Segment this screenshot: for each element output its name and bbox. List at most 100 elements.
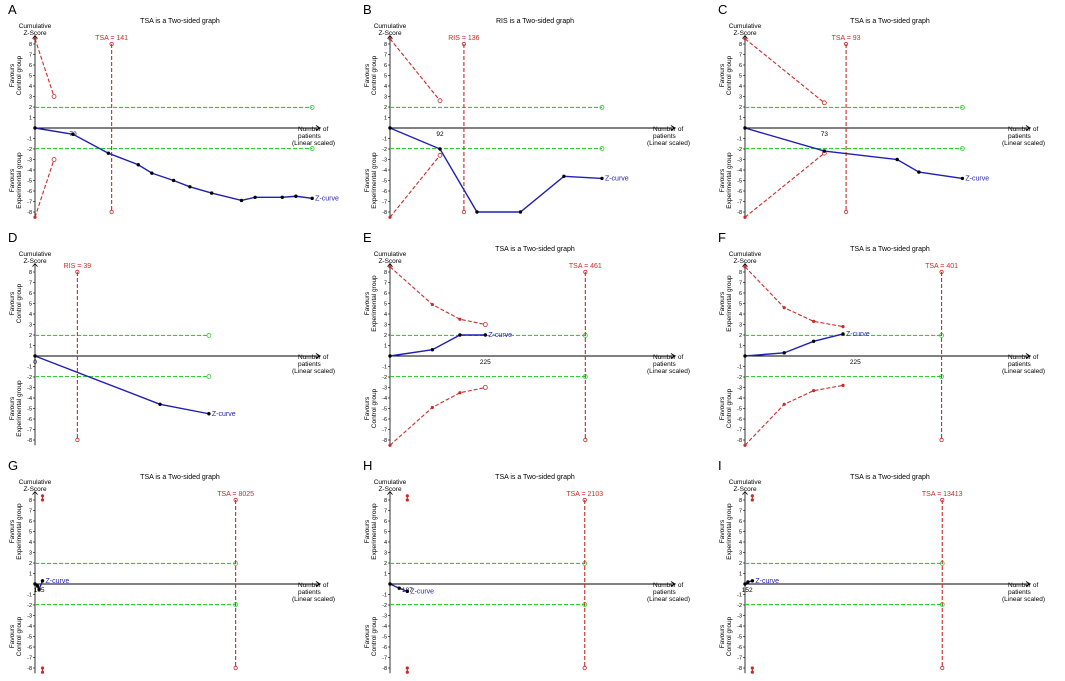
y-tick-label: -1	[382, 137, 387, 143]
x-axis-title: patients	[653, 133, 677, 140]
y-tick-label: -8	[737, 210, 742, 216]
boundary-label: TSA = 141	[95, 35, 128, 42]
z-curve-label: Z-curve	[315, 195, 339, 202]
y-tick-label: 7	[739, 509, 742, 515]
boundary-marker	[843, 41, 849, 47]
chart-title: TSA is a Two-sided graph	[495, 246, 575, 253]
y-tick-label: -8	[382, 210, 387, 216]
y-tick-label: -1	[737, 593, 742, 599]
x-tick-label: 225	[850, 359, 861, 366]
z-curve	[34, 127, 313, 202]
lower-monitoring-boundary	[744, 384, 844, 446]
z-curve-label: Z-curve	[212, 411, 236, 418]
upper-favours-label: Experimental group	[726, 275, 733, 332]
y-tick-label: -8	[382, 666, 387, 672]
upper-favours-label: Favours	[9, 519, 16, 543]
x-axis-arrow	[670, 353, 676, 359]
chart-title: TSA is a Two-sided graph	[140, 18, 220, 25]
z-curve-point	[743, 582, 747, 586]
z-curve-point	[239, 198, 244, 203]
x-axis-title: Number of	[298, 126, 329, 133]
y-tick-label: -1	[737, 137, 742, 143]
y-tick-label: 7	[384, 509, 387, 515]
upper-favours-label: Favours	[364, 519, 371, 543]
x-axis-title: Number of	[298, 582, 329, 589]
z-curve-point	[188, 185, 192, 189]
boundary-marker	[939, 437, 944, 443]
y-tick-label: 1	[739, 344, 742, 350]
z-curve-point	[841, 332, 845, 336]
x-axis-title: patients	[653, 361, 677, 368]
y-tick-label: 4	[29, 312, 32, 318]
y-tick-label: -1	[382, 365, 387, 371]
y-tick-label: 2	[29, 105, 32, 111]
z-curve-point	[458, 333, 462, 337]
y-tick-label: 4	[739, 312, 742, 318]
x-tick-label: 0	[33, 359, 37, 366]
z-curve-point	[388, 582, 392, 586]
z-curve-label: Z-curve	[755, 578, 779, 585]
y-tick-label: 8	[29, 498, 32, 504]
y-tick-label: 8	[384, 270, 387, 276]
z-curve-point	[35, 584, 40, 588]
y-tick-label: 6	[384, 519, 387, 525]
lower-favours-label: Control group	[726, 616, 733, 656]
y-tick-label: 7	[29, 509, 32, 515]
y-tick-label: 6	[29, 63, 32, 69]
boundary-point	[812, 389, 816, 393]
panel-I: I TSA is a Two-sided graph CumulativeZ-Sco…	[718, 458, 1045, 674]
y-tick-label: -3	[737, 386, 742, 392]
y-tick-label: 7	[739, 53, 742, 59]
y-tick-label: -1	[27, 137, 32, 143]
boundary-marker	[75, 269, 80, 275]
y-tick-label: 3	[384, 323, 387, 329]
y-tick-label: 6	[29, 291, 32, 297]
upper-monitoring-boundary	[34, 38, 55, 97]
y-tick-label: 5	[739, 302, 742, 308]
x-axis-title: Number of	[653, 126, 684, 133]
z-curve-point	[294, 194, 298, 198]
boundary-point	[40, 670, 45, 674]
boundary-label: TSA = 8025	[217, 491, 254, 498]
y-tick-label: -2	[382, 375, 387, 381]
y-tick-label: -8	[27, 438, 32, 444]
y-tick-label: -1	[382, 593, 387, 599]
y-tick-label: 5	[29, 530, 32, 536]
boundary-marker	[940, 497, 945, 503]
y-tick-label: 1	[29, 344, 32, 350]
boundary-point	[40, 666, 45, 670]
upper-favours-label: Favours	[719, 291, 726, 315]
z-curve-point	[743, 354, 747, 358]
boundary-point	[743, 443, 747, 447]
panel-H: H TSA is a Two-sided graph CumulativeZ-Sco…	[363, 458, 690, 674]
y-tick-label: -7	[382, 200, 387, 206]
x-axis-title: (Linear scaled)	[1002, 596, 1045, 603]
y-axis-title: Cumulative	[374, 251, 407, 258]
threshold-end-marker	[309, 146, 315, 151]
y-axis-title: Z-Score	[378, 258, 402, 265]
y-tick-label: 1	[384, 572, 387, 578]
upper-favours-label: Favours	[719, 63, 726, 87]
boundary-point	[782, 306, 786, 310]
boundary-marker	[582, 497, 587, 503]
y-tick-label: 5	[384, 302, 387, 308]
y-tick-label: -3	[27, 386, 32, 392]
boundary-open-marker	[821, 100, 827, 106]
y-tick-label: 2	[384, 105, 387, 111]
boundary-open-marker	[51, 157, 57, 162]
y-tick-label: -4	[27, 168, 32, 174]
panel-A: A TSA is a Two-sided graph CumulativeZ-Sco…	[8, 2, 339, 219]
x-axis-title: (Linear scaled)	[647, 368, 690, 375]
y-tick-label: 5	[384, 530, 387, 536]
lower-favours-label: Favours	[719, 168, 726, 192]
y-tick-label: 1	[739, 572, 742, 578]
y-axis-title: Z-Score	[23, 30, 47, 37]
y-tick-label: -8	[382, 438, 387, 444]
z-curve	[744, 127, 963, 180]
z-curve	[389, 127, 602, 213]
y-tick-label: 3	[29, 95, 32, 101]
y-tick-label: -7	[382, 428, 387, 434]
y-tick-label: -5	[27, 407, 32, 413]
z-curve-point	[917, 170, 921, 174]
